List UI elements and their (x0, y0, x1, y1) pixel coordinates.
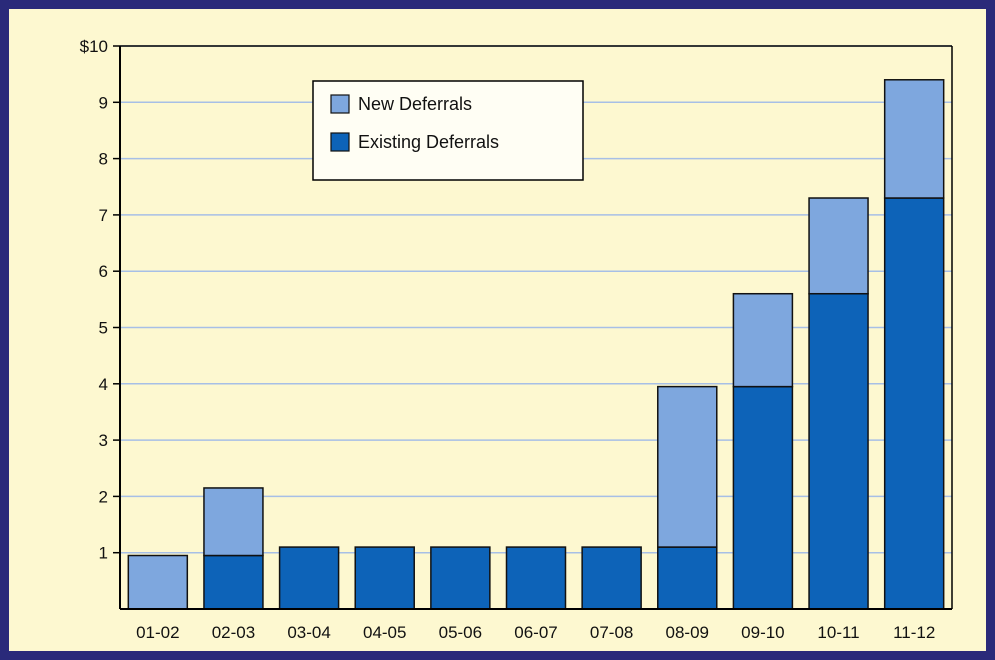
x-tick-label: 02-03 (212, 623, 255, 642)
legend: New Deferrals Existing Deferrals (312, 80, 584, 181)
y-tick-label: 9 (99, 93, 108, 112)
x-tick-label: 10-11 (817, 623, 859, 642)
legend-swatch (330, 94, 350, 114)
bar-existing-11-12 (883, 197, 945, 610)
x-tick-labels: 01-02 02-03 03-04 04-05 05-06 06-07 07-08 08-09… (136, 623, 935, 642)
bar-existing-09-10 (732, 385, 794, 610)
bar-new-10-11 (808, 197, 869, 295)
bar-existing-02-03 (203, 554, 264, 610)
y-tick-labels: 1 2 3 4 5 6 7 8 9 $10 (80, 37, 108, 563)
chart-panel: 1 2 3 4 5 6 7 8 9 $10 01-02 02-03 03-04 04-05 05-06 06… (9, 9, 986, 651)
y-tick-label: 4 (99, 375, 108, 394)
bar-new-08-09 (657, 385, 718, 548)
bar-new-09-10 (732, 292, 794, 388)
bar-new-02-03 (203, 487, 264, 557)
legend-box (312, 80, 584, 181)
legend-label: New Deferrals (358, 94, 472, 114)
x-tick-label: 03-04 (287, 623, 330, 642)
x-tick-label: 06-07 (514, 623, 557, 642)
legend-swatch (330, 132, 350, 152)
x-tick-label: 07-08 (590, 623, 633, 642)
bar-existing-06-07 (505, 546, 567, 610)
y-tick-label: 1 (99, 544, 108, 563)
bars (127, 79, 945, 610)
x-tick-label: 05-06 (439, 623, 482, 642)
y-tick-label: 8 (99, 150, 108, 169)
y-tick-label: 6 (99, 262, 108, 281)
y-tick-label: 2 (99, 487, 108, 506)
x-tick-label: 04-05 (363, 623, 406, 642)
axes (113, 45, 953, 610)
x-tick-label: 09-10 (741, 623, 784, 642)
x-tick-label: 08-09 (666, 623, 709, 642)
bar-existing-05-06 (430, 546, 491, 610)
bar-new-11-12 (883, 79, 945, 199)
y-tick-label: 3 (99, 431, 108, 450)
bar-existing-04-05 (354, 546, 415, 610)
bar-existing-03-04 (278, 546, 340, 610)
y-tick-label: 7 (99, 206, 108, 225)
bar-new-01-02 (127, 554, 189, 610)
y-tick-label: 5 (99, 319, 108, 338)
legend-label: Existing Deferrals (358, 132, 499, 152)
bar-chart: 1 2 3 4 5 6 7 8 9 $10 01-02 02-03 03-04 04-05 05-06 06… (80, 37, 953, 642)
x-tick-label: 01-02 (136, 623, 179, 642)
bar-existing-07-08 (581, 546, 642, 610)
bar-existing-08-09 (657, 546, 718, 610)
x-tick-label: 11-12 (893, 623, 935, 642)
bar-existing-10-11 (808, 292, 869, 610)
y-tick-label: $10 (80, 37, 108, 56)
